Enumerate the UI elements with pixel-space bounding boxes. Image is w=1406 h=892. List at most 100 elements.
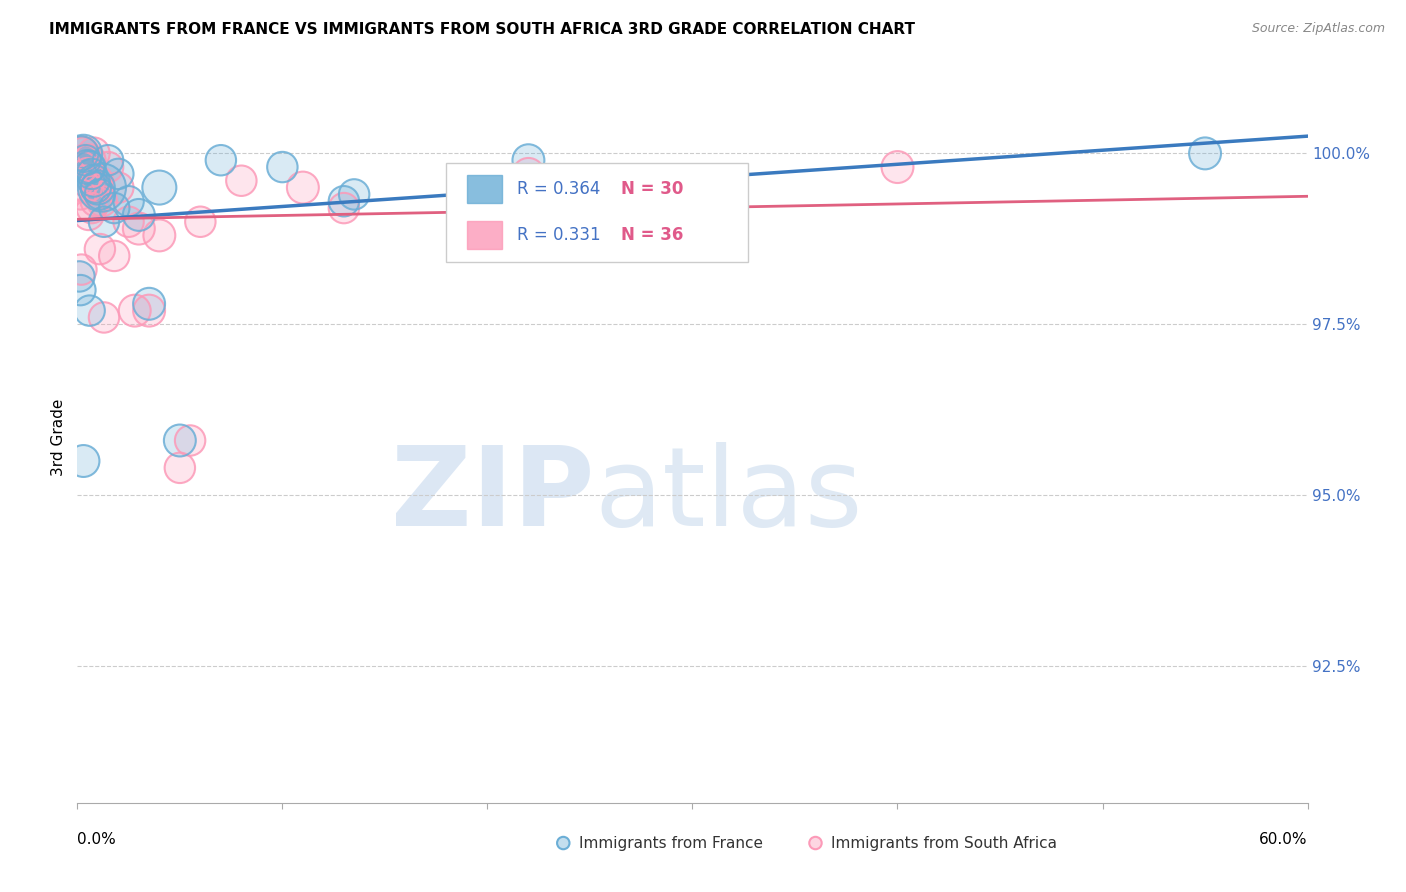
- Point: [117, 215, 139, 229]
- Point: [75, 153, 97, 168]
- Point: [83, 146, 105, 161]
- Point: [70, 146, 93, 161]
- Point: [87, 180, 110, 194]
- Bar: [467, 176, 502, 203]
- Point: [75, 153, 97, 168]
- Point: [107, 180, 129, 194]
- Point: [69, 283, 91, 297]
- Point: [79, 160, 101, 174]
- Point: [271, 160, 294, 174]
- Point: [70, 262, 93, 277]
- Point: [97, 153, 120, 168]
- Point: [128, 208, 150, 222]
- Text: Immigrants from France: Immigrants from France: [579, 836, 763, 851]
- Point: [128, 221, 150, 235]
- Point: [70, 146, 93, 161]
- Point: [80, 201, 103, 215]
- Point: [169, 460, 191, 475]
- Point: [188, 215, 212, 229]
- Point: [89, 187, 111, 202]
- Point: [90, 180, 114, 194]
- Point: [69, 187, 91, 202]
- Point: [103, 201, 125, 215]
- Point: [333, 194, 356, 209]
- Point: [231, 174, 253, 188]
- Text: Immigrants from South Africa: Immigrants from South Africa: [831, 836, 1057, 851]
- Point: [69, 187, 91, 202]
- Point: [87, 180, 110, 194]
- Point: [93, 215, 115, 229]
- Point: [87, 174, 110, 188]
- Point: [72, 160, 94, 174]
- Point: [343, 187, 366, 202]
- Point: [72, 454, 94, 468]
- Point: [333, 201, 356, 215]
- Point: [517, 167, 540, 181]
- Text: IMMIGRANTS FROM FRANCE VS IMMIGRANTS FROM SOUTH AFRICA 3RD GRADE CORRELATION CHA: IMMIGRANTS FROM FRANCE VS IMMIGRANTS FRO…: [49, 22, 915, 37]
- Text: R = 0.364: R = 0.364: [516, 180, 616, 198]
- Point: [72, 146, 94, 161]
- Text: N = 30: N = 30: [621, 180, 683, 198]
- Point: [84, 194, 107, 209]
- Point: [148, 228, 170, 243]
- Point: [1194, 146, 1216, 161]
- Point: [83, 174, 105, 188]
- Point: [103, 249, 125, 263]
- Point: [148, 228, 170, 243]
- Point: [73, 174, 96, 188]
- Point: [87, 174, 110, 188]
- Point: [90, 194, 114, 209]
- Point: [169, 460, 191, 475]
- Point: [343, 187, 366, 202]
- Point: [80, 167, 103, 181]
- Point: [886, 160, 908, 174]
- Point: [291, 180, 314, 194]
- Point: [72, 146, 94, 161]
- Point: [138, 297, 160, 311]
- Point: [76, 160, 98, 174]
- Point: [97, 153, 120, 168]
- Point: [333, 194, 356, 209]
- Point: [886, 160, 908, 174]
- Point: [72, 146, 94, 161]
- Point: [107, 167, 129, 181]
- Point: [70, 262, 93, 277]
- Point: [138, 303, 160, 318]
- Point: [148, 180, 170, 194]
- Point: [79, 303, 101, 318]
- Point: [103, 249, 125, 263]
- Point: [107, 167, 129, 181]
- Point: [124, 303, 146, 318]
- Point: [83, 146, 105, 161]
- Point: [103, 201, 125, 215]
- Point: [72, 153, 94, 168]
- Point: [209, 153, 232, 168]
- Point: [67, 269, 90, 284]
- Point: [77, 208, 100, 222]
- Point: [148, 180, 170, 194]
- Point: [72, 153, 94, 168]
- Point: [76, 180, 98, 194]
- Point: [333, 201, 356, 215]
- Point: [70, 146, 93, 161]
- Point: [97, 160, 120, 174]
- Point: [93, 215, 115, 229]
- Text: R = 0.331: R = 0.331: [516, 226, 616, 244]
- Point: [517, 167, 540, 181]
- Point: [76, 180, 98, 194]
- Point: [84, 180, 107, 194]
- Point: [80, 167, 103, 181]
- Point: [93, 310, 115, 325]
- Point: [79, 160, 101, 174]
- Point: [93, 310, 115, 325]
- Point: [97, 160, 120, 174]
- Point: [209, 153, 232, 168]
- Point: [72, 160, 94, 174]
- Point: [75, 153, 97, 168]
- Point: [69, 283, 91, 297]
- Point: [84, 194, 107, 209]
- Text: atlas: atlas: [595, 442, 862, 549]
- Point: [128, 221, 150, 235]
- Point: [1194, 146, 1216, 161]
- Point: [89, 242, 111, 256]
